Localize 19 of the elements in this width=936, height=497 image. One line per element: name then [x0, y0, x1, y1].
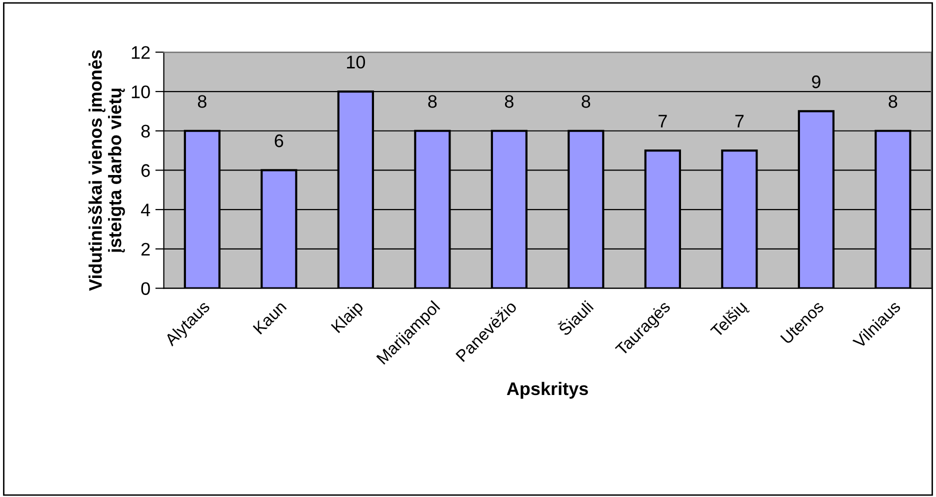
y-tick-label: 6: [141, 164, 150, 177]
data-label: 10: [347, 56, 366, 69]
data-label: 8: [198, 95, 206, 108]
y-tick-label: 8: [141, 124, 150, 138]
data-label: 8: [504, 95, 514, 108]
data-label: 7: [735, 114, 744, 128]
data-label: 8: [888, 95, 898, 108]
x-axis-title: Apskritys: [506, 382, 588, 399]
data-label: 9: [812, 75, 820, 88]
y-tick-label: 10: [132, 85, 150, 98]
data-label: 8: [428, 95, 437, 108]
y-tick-label: 12: [132, 46, 150, 59]
y-axis-title: Vidutinisškai vienos įmonės įsteigta darbo vietų: [88, 50, 125, 291]
data-label: 6: [274, 134, 284, 148]
data-label: 7: [658, 114, 667, 128]
y-tick-label: 4: [140, 204, 150, 216]
data-label: 8: [582, 95, 590, 108]
y-tick-label: 2: [141, 242, 150, 256]
y-tick-label: 0: [141, 282, 150, 295]
